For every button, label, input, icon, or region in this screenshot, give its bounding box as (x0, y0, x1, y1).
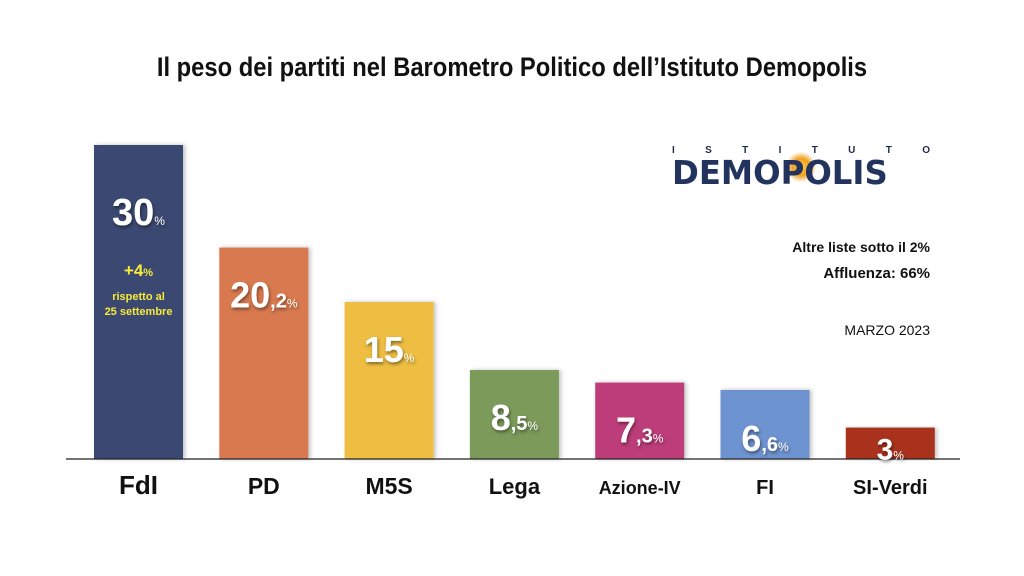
note-date: MARZO 2023 (844, 322, 930, 338)
value-label-azione-iv: 7,3% (616, 410, 664, 451)
logo-sun-icon (786, 152, 816, 182)
logo-wordmark: DEMOPOLIS (672, 153, 888, 192)
value-label-lega: 8,5% (491, 397, 539, 438)
bar-fdi (94, 145, 183, 459)
category-label-fi: FI (756, 477, 774, 499)
annotation-line2: 25 settembre (105, 306, 173, 318)
category-label-si-verdi: SI-Verdi (853, 477, 927, 499)
value-label-si-verdi: 3% (877, 434, 905, 467)
value-label-fdi: 30% (112, 192, 165, 234)
category-label-pd: PD (248, 473, 280, 499)
category-label-azione-iv: Azione-IV (599, 478, 681, 498)
annotation-change: +4% (124, 261, 153, 280)
bar-azione-iv (595, 382, 685, 459)
value-label-fi: 6,6% (741, 418, 789, 459)
category-label-fdi: FdI (119, 470, 158, 500)
value-label-m5s: 15% (364, 329, 415, 370)
note-other-lists: Altre liste sotto il 2% (792, 239, 930, 255)
category-label-m5s: M5S (365, 473, 412, 499)
chart-title: Il peso dei partiti nel Barometro Politi… (156, 52, 868, 82)
category-label-lega: Lega (489, 474, 541, 499)
note-turnout: Affluenza: 66% (823, 265, 930, 282)
bar-lega (469, 370, 559, 459)
bar-pd (219, 247, 309, 459)
bar-m5s (344, 302, 434, 459)
annotation-line1: rispetto al (112, 291, 165, 303)
bar-si-verdi (845, 427, 935, 459)
bar-fi (720, 389, 810, 459)
value-label-pd: 20,2% (230, 275, 298, 316)
